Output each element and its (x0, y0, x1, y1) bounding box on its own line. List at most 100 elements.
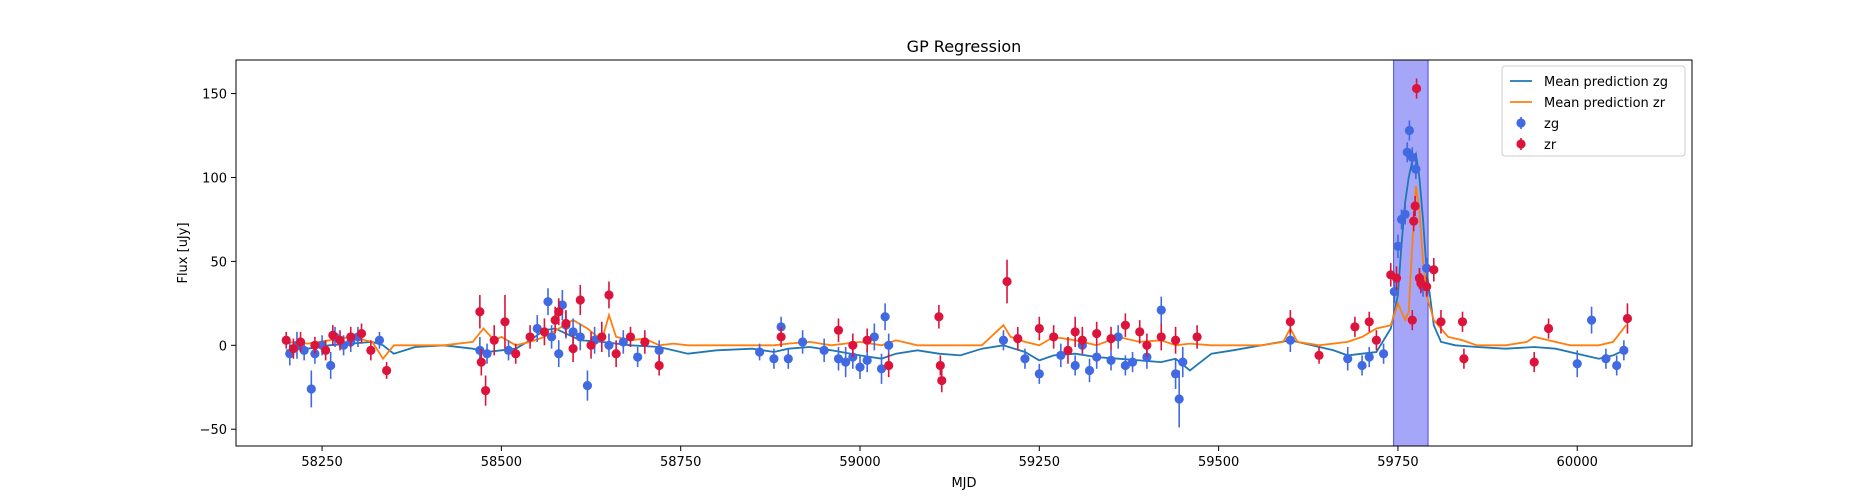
x-tick-label: 59500 (1198, 455, 1239, 470)
data-point-zg (554, 349, 564, 359)
data-point-zg (1156, 305, 1166, 315)
data-point-zr (1135, 327, 1145, 337)
data-point-zr (937, 375, 947, 386)
data-point-zg (1170, 369, 1181, 379)
data-point-zg (1084, 365, 1095, 376)
data-point-zg (503, 345, 514, 355)
data-point-zr (1429, 265, 1439, 275)
data-point-zr (640, 337, 650, 347)
data-point-zr (554, 307, 564, 317)
data-point-zr (1192, 332, 1202, 342)
data-point-zr (1013, 333, 1023, 344)
data-point-zr (1285, 317, 1295, 327)
data-point-zr (604, 290, 614, 300)
data-point-zg (1092, 352, 1102, 362)
x-axis-label: MJD (951, 476, 976, 491)
legend-label: zr (1544, 138, 1557, 153)
x-tick-label: 59250 (1019, 455, 1060, 470)
data-point-zg (1411, 164, 1421, 174)
data-point-zr (1092, 328, 1102, 339)
data-point-zg (1619, 345, 1629, 355)
data-point-zr (568, 344, 578, 354)
data-point-zg (575, 332, 585, 342)
data-point-zg (618, 337, 628, 347)
data-point-zr (833, 325, 844, 335)
data-point-zg (306, 384, 316, 394)
x-tick-label: 60000 (1557, 455, 1598, 470)
data-point-zg (546, 332, 557, 342)
x-tick-label: 59000 (839, 455, 880, 470)
data-point-zg (1612, 360, 1622, 371)
y-tick-label: 100 (202, 171, 227, 186)
data-point-zg (1120, 360, 1130, 371)
data-point-zg (876, 364, 887, 374)
data-point-zr (1529, 357, 1539, 367)
data-point-zr (310, 340, 320, 350)
data-point-zg (1106, 355, 1116, 366)
data-point-zr (489, 335, 499, 345)
data-point-zr (1459, 354, 1469, 364)
data-point-zr (346, 332, 356, 342)
data-point-zg (1407, 152, 1417, 162)
data-point-zr (1371, 335, 1382, 345)
data-point-zg (1034, 369, 1044, 379)
data-point-zg (819, 345, 829, 355)
data-point-zg (798, 337, 808, 347)
data-point-zr (1422, 281, 1432, 292)
data-point-zg (604, 340, 614, 350)
data-point-zr (1314, 350, 1324, 360)
data-point-zr (500, 317, 510, 327)
data-point-zg (633, 352, 643, 362)
data-point-zr (575, 295, 585, 305)
data-point-zr (1410, 201, 1420, 211)
data-point-zr (1543, 323, 1554, 334)
legend-label: Mean prediction zr (1544, 96, 1666, 111)
data-point-zg (1586, 315, 1597, 325)
series-line-1 (286, 185, 1627, 361)
data-point-zr (1120, 320, 1130, 330)
data-point-zg (1127, 357, 1138, 367)
data-point-zr (1622, 313, 1633, 324)
data-point-zr (776, 332, 786, 342)
data-point-zr (335, 335, 345, 345)
data-point-zg (1174, 394, 1184, 404)
data-point-zr (625, 332, 636, 342)
legend-swatch (1516, 139, 1526, 149)
chart-title: GP Regression (907, 37, 1022, 56)
data-point-zg (582, 380, 593, 391)
x-tick-label: 58750 (660, 455, 701, 470)
data-point-zg (654, 345, 664, 355)
data-point-zr (1407, 315, 1417, 325)
data-point-zg (783, 354, 793, 364)
data-point-zg (1572, 359, 1582, 369)
data-point-zg (855, 362, 865, 372)
data-point-zg (1285, 335, 1295, 345)
data-point-zr (611, 349, 621, 359)
data-point-zr (1049, 332, 1059, 342)
legend-swatch (1516, 118, 1526, 128)
data-point-zr (1409, 216, 1419, 226)
data-point-zr (525, 332, 535, 342)
data-point-zr (382, 365, 392, 376)
data-point-zr (862, 335, 872, 345)
data-point-zg (374, 335, 385, 345)
data-point-zr (1350, 322, 1360, 332)
data-point-zr (481, 386, 491, 396)
data-point-zg (1343, 354, 1353, 364)
data-point-zg (1404, 125, 1415, 136)
data-point-zr (1457, 317, 1468, 327)
data-point-zr (1142, 340, 1152, 350)
y-tick-label: 150 (202, 88, 227, 103)
data-point-zg (1393, 241, 1403, 251)
x-tick-label: 59750 (1377, 455, 1418, 470)
data-point-zg (475, 345, 485, 355)
y-axis-label: Flux [uJy] (176, 222, 191, 283)
x-tick-label: 58250 (301, 455, 342, 470)
y-tick-label: 50 (210, 255, 227, 270)
data-point-zg (754, 347, 765, 357)
data-point-zg (326, 360, 336, 371)
data-point-zg (1020, 354, 1030, 364)
data-point-zg (869, 332, 879, 342)
data-point-zr (1391, 273, 1402, 283)
